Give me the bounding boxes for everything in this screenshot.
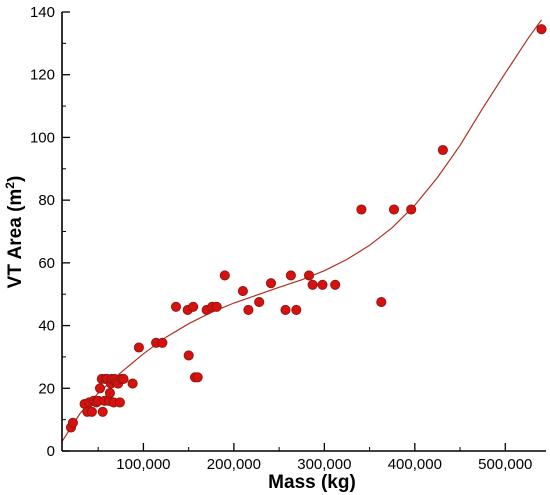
- axes-layer: [61, 11, 546, 452]
- data-point: [330, 279, 341, 290]
- data-point: [376, 297, 387, 308]
- data-point: [285, 270, 296, 281]
- data-point: [356, 204, 367, 215]
- data-point: [303, 270, 315, 281]
- data-point: [97, 406, 108, 417]
- data-point: [388, 204, 400, 215]
- data-point: [104, 387, 115, 399]
- x-tick-label: 300,000: [297, 456, 351, 473]
- x-tick-label: 100,000: [116, 456, 170, 473]
- labels-layer: 0 20 40 60 80 100 120 140 100,000 200,000 300,000 4…: [30, 4, 532, 473]
- x-tick-label: 200,000: [207, 456, 261, 473]
- y-tick-label: 120: [30, 67, 55, 84]
- data-point: [254, 297, 265, 308]
- data-point: [94, 383, 106, 394]
- data-point: [192, 372, 203, 383]
- data-point: [170, 301, 182, 312]
- y-tick-label: 80: [38, 192, 55, 209]
- data-point: [437, 144, 448, 156]
- x-axis-title: Mass (kg): [268, 472, 356, 493]
- y-axis-title-main: VT Area (m: [5, 189, 26, 289]
- data-point: [211, 301, 222, 312]
- y-tick-label: 20: [38, 380, 55, 397]
- data-point: [86, 406, 97, 417]
- trend-layer: [61, 19, 542, 442]
- x-tick-label: 400,000: [388, 456, 442, 473]
- y-tick-label: 100: [30, 129, 55, 146]
- data-point: [188, 301, 199, 312]
- y-tick-label: 0: [47, 443, 55, 460]
- data-point: [157, 337, 168, 348]
- data-point: [317, 279, 328, 290]
- y-axis-title: VT Area (m2): [3, 176, 26, 289]
- y-axis-title-close: ): [5, 176, 26, 182]
- data-point: [133, 342, 144, 353]
- data-point: [307, 279, 318, 290]
- data-point: [536, 24, 547, 35]
- data-point: [183, 350, 194, 361]
- data-point: [291, 304, 302, 315]
- y-tick-label: 140: [30, 4, 55, 21]
- y-tick-label: 60: [38, 255, 55, 272]
- data-point: [280, 304, 291, 315]
- data-point: [114, 397, 125, 408]
- data-point: [127, 378, 138, 389]
- y-tick-label: 40: [38, 318, 55, 335]
- points-layer: [65, 24, 547, 433]
- data-point: [219, 270, 230, 281]
- trend-line: [61, 19, 542, 442]
- y-axis-title-superscript: 2: [3, 182, 17, 189]
- data-point: [265, 278, 277, 289]
- x-tick-label: 500,000: [478, 456, 532, 473]
- data-point: [118, 373, 129, 384]
- data-point: [237, 286, 248, 297]
- data-point: [243, 304, 254, 315]
- data-point: [406, 204, 417, 215]
- data-point: [67, 417, 78, 428]
